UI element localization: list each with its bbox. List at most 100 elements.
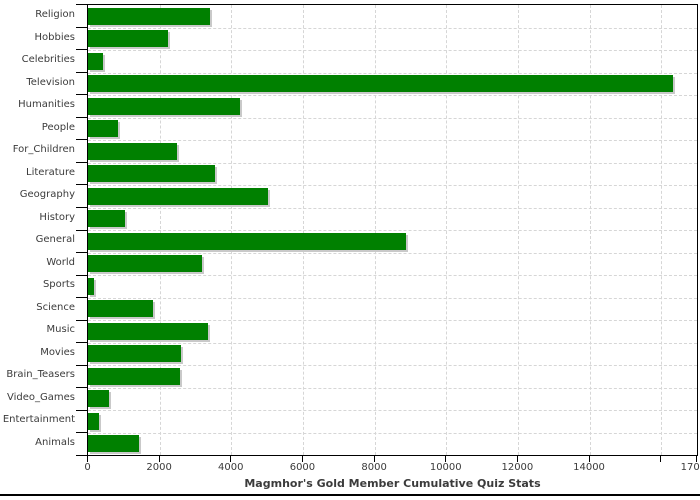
y-axis-tick [76,342,87,344]
y-axis-label: Sports [42,279,75,291]
gridline-horizontal [88,117,697,119]
y-axis-tick [76,409,87,411]
y-axis-tick [76,432,87,434]
y-axis-label: Brain_Teasers [6,369,75,381]
y-axis-tick [76,455,87,456]
y-axis-label: Science [36,301,75,313]
y-axis-label: Literature [26,166,75,178]
plot-area [87,4,698,456]
bar-television [88,75,673,93]
gridline-horizontal [88,365,697,366]
y-axis-tick [76,71,87,73]
x-axis-tick [660,455,662,462]
x-axis-tick-label: 12000 [501,462,534,473]
x-axis-tick [230,455,232,462]
gridline-horizontal [88,342,697,344]
bar-general [88,232,406,250]
y-axis-tick [76,49,87,51]
y-axis-tick [76,4,87,5]
x-axis-tick [158,455,160,462]
gridline-horizontal [88,185,697,186]
x-axis-tick [373,455,375,462]
bar-movies [88,345,182,363]
bar-music [88,322,209,340]
x-axis-tick [588,455,590,462]
y-axis-label: Movies [40,346,75,358]
gridline-horizontal [88,410,697,411]
gridline-horizontal [88,387,697,389]
gridline-horizontal [88,297,697,299]
bar-celebrities [88,52,104,70]
x-axis-tick-label: 4000 [218,462,244,473]
y-axis-tick [76,229,87,231]
y-axis-tick [76,274,87,276]
gridline-horizontal [88,72,697,74]
y-axis-tick [76,94,87,96]
bar-world [88,255,203,273]
chart-title: Magmhor's Gold Member Cumulative Quiz St… [244,477,541,490]
y-axis-tick [76,297,87,299]
x-axis-tick-label: 10000 [429,462,462,473]
x-axis-tick [696,455,697,462]
gridline-horizontal [88,230,697,231]
gridline-horizontal [88,320,697,321]
y-axis-label: For_Children [12,144,75,156]
bar-science [88,300,154,318]
gridline-horizontal [88,95,697,96]
gridline-horizontal [88,252,697,254]
gridline-horizontal [88,275,697,276]
bar-hobbies [88,30,168,48]
gridline-horizontal [88,50,697,51]
y-axis-label: Television [26,76,75,88]
y-axis-tick [76,387,87,389]
x-axis-tick-label: 2000 [146,462,172,473]
x-axis-tick-label: 0 [84,462,91,473]
gridline-horizontal [88,432,697,434]
y-axis-tick [76,161,87,163]
y-axis-tick [76,184,87,186]
gridline-horizontal [88,207,697,209]
bar-literature [88,165,216,183]
y-axis-label: Hobbies [34,31,75,43]
x-axis-tick [445,455,447,462]
gridline-horizontal [88,162,697,164]
x-axis-tick-label: 8000 [361,462,387,473]
y-axis-label: Geography [19,189,75,201]
y-axis-tick [76,116,87,118]
gridline-horizontal [88,27,697,29]
y-axis-tick [76,206,87,208]
bar-for_children [88,142,178,160]
y-axis-tick [76,139,87,141]
bar-animals [88,435,140,453]
x-axis-tick [516,455,518,462]
y-axis-label: General [35,234,75,246]
bottom-frame-line [0,494,700,496]
y-axis-label: Humanities [18,99,75,111]
y-axis-label: World [46,256,75,268]
x-axis-tick [301,455,303,462]
y-axis-label: Religion [35,9,75,21]
gridline-horizontal [88,140,697,141]
y-axis-label: Entertainment [2,414,75,426]
x-axis-tick-label: 17000 [680,462,700,473]
bar-video_games [88,390,110,408]
y-axis-tick [76,26,87,28]
y-axis-label: History [39,211,75,223]
y-axis-label: Music [46,324,75,336]
y-axis-label: People [41,121,75,133]
bar-geography [88,187,269,205]
bar-humanities [88,97,241,115]
y-axis-tick [76,319,87,321]
bar-brain_teasers [88,367,181,385]
x-axis-tick-label: 14000 [573,462,605,473]
bar-religion [88,7,210,25]
y-axis-label: Animals [35,436,75,448]
bar-history [88,210,126,228]
y-axis-tick [76,364,87,366]
x-axis-tick [87,455,88,462]
y-axis-label: Celebrities [21,54,75,66]
bar-entertainment [88,412,100,430]
y-axis-tick [76,252,87,254]
bar-sports [88,277,94,295]
